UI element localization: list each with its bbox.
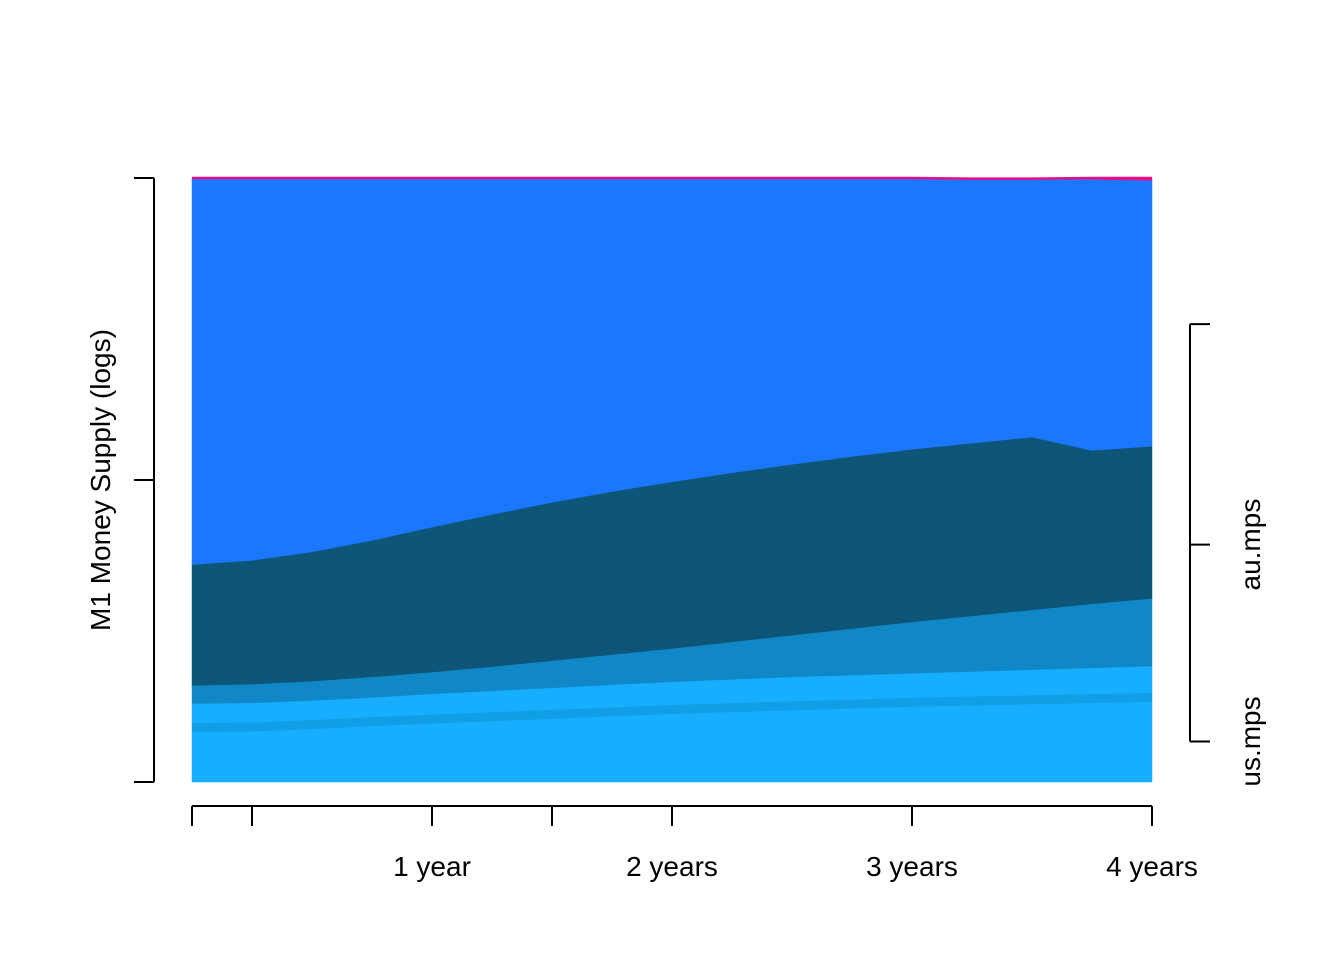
overlay-line	[191, 692, 1153, 733]
overlay-line-group	[191, 692, 1153, 733]
right-axis-label-2: au.mps	[1235, 499, 1266, 591]
y-axis-right: us.mps au.mps	[1189, 323, 1266, 787]
x-tick-label-3: 3 years	[866, 851, 958, 882]
x-tick-label-1: 1 year	[393, 851, 471, 882]
area-layers	[191, 176, 1153, 783]
x-axis-bottom: 1 year 2 years 3 years 4 years	[191, 805, 1198, 882]
area-series-top-edge	[192, 176, 1152, 180]
right-axis-label-1: us.mps	[1235, 696, 1266, 786]
y-axis-label: M1 Money Supply (logs)	[85, 329, 116, 631]
x-tick-label-4: 4 years	[1106, 851, 1198, 882]
y-axis-left	[134, 177, 155, 783]
x-tick-label-2: 2 years	[626, 851, 718, 882]
